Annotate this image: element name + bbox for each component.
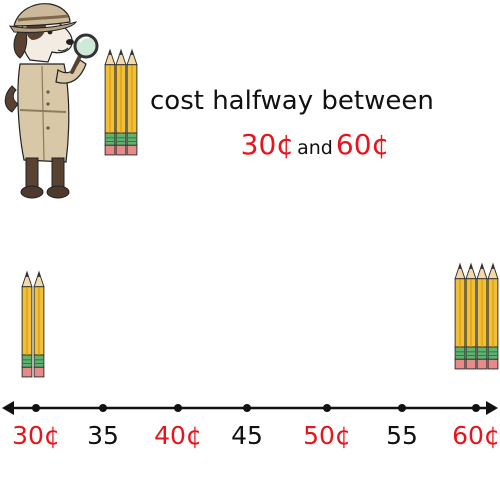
- question-heading: cost halfway between: [150, 86, 434, 116]
- tick-mark: [398, 404, 406, 412]
- pencil-icon: [21, 271, 33, 378]
- pencil-icon: [115, 49, 127, 156]
- pencil-icon: [476, 263, 488, 370]
- tick-mark: [472, 404, 480, 412]
- header-pencil-group: [104, 49, 138, 156]
- high-price-label: 60¢: [335, 128, 390, 161]
- pencil-icon: [487, 263, 499, 370]
- tick-label: 40¢: [154, 421, 202, 450]
- tick-label: 30¢: [12, 421, 60, 450]
- tick-label: 60¢: [452, 421, 500, 450]
- pencil-icon: [33, 271, 45, 378]
- high-price-pencil-group: [454, 263, 499, 370]
- tick-label: 50¢: [303, 421, 351, 450]
- left-arrow-icon: [2, 401, 14, 415]
- pencil-icon: [454, 263, 466, 370]
- tick-mark: [243, 404, 251, 412]
- detective-dog-icon: [4, 3, 87, 199]
- tick-mark: [174, 404, 182, 412]
- tick-label: 55: [386, 421, 418, 450]
- number-line: [2, 401, 498, 415]
- tick-mark: [99, 404, 107, 412]
- pencil-icon: [104, 49, 116, 156]
- magnifying-glass-icon: [70, 33, 99, 74]
- tick-mark: [32, 404, 40, 412]
- price-range-line: 30¢ and 60¢: [150, 128, 480, 161]
- tick-label: 45: [231, 421, 263, 450]
- joiner-text: and: [297, 137, 333, 159]
- low-price-pencil-group: [21, 271, 45, 378]
- tick-mark: [323, 404, 331, 412]
- tick-label: 35: [87, 421, 119, 450]
- pencil-icon: [465, 263, 477, 370]
- right-arrow-icon: [486, 401, 498, 415]
- low-price-label: 30¢: [240, 128, 295, 161]
- pencil-icon: [126, 49, 138, 156]
